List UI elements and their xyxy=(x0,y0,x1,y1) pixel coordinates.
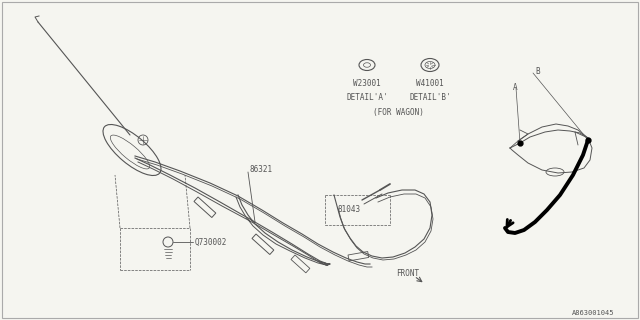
Text: B: B xyxy=(535,68,540,76)
Text: W41001: W41001 xyxy=(416,78,444,87)
Text: A863001045: A863001045 xyxy=(572,310,614,316)
Text: DETAIL'A': DETAIL'A' xyxy=(346,93,388,102)
Bar xyxy=(291,255,310,273)
Text: (FOR WAGON): (FOR WAGON) xyxy=(372,108,424,116)
Text: FRONT: FRONT xyxy=(396,269,419,278)
Text: Q730002: Q730002 xyxy=(195,237,227,246)
Bar xyxy=(348,252,369,261)
Text: DETAIL'B': DETAIL'B' xyxy=(409,93,451,102)
Text: 86321: 86321 xyxy=(250,165,273,174)
Text: 81043: 81043 xyxy=(337,205,360,214)
Bar xyxy=(252,234,274,254)
Text: W23001: W23001 xyxy=(353,78,381,87)
Text: A: A xyxy=(513,83,518,92)
Bar xyxy=(194,197,216,218)
